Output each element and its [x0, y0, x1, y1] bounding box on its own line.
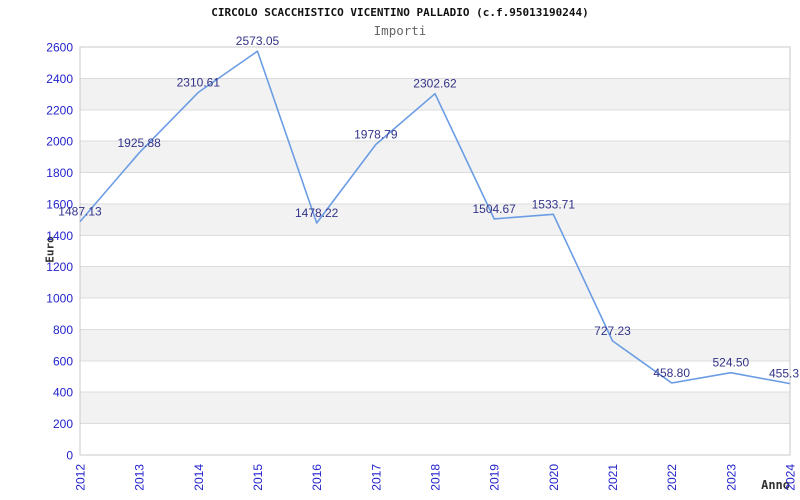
chart-subtitle: Importi — [373, 23, 427, 38]
x-tick-label: 2015 — [251, 464, 265, 491]
point-value-label: 1487.13 — [58, 205, 102, 219]
point-value-label: 1533.71 — [532, 197, 576, 211]
plot-band — [80, 266, 790, 299]
point-value-label: 2302.62 — [413, 77, 457, 91]
x-tick-label: 2024 — [784, 464, 798, 491]
x-tick-label: 2022 — [665, 464, 679, 491]
y-tick-label: 2200 — [46, 103, 73, 117]
point-value-label: 458.80 — [653, 366, 690, 380]
x-tick-label: 2023 — [724, 464, 738, 491]
y-tick-label: 600 — [53, 354, 73, 368]
plot-band — [80, 329, 790, 361]
point-value-label: 727.23 — [594, 324, 631, 338]
point-value-label: 1504.67 — [472, 202, 516, 216]
y-tick-label: 200 — [53, 417, 73, 431]
x-tick-label: 2012 — [74, 464, 88, 491]
y-tick-label: 2000 — [46, 135, 73, 149]
plot-border — [79, 46, 791, 456]
point-value-label: 1925.88 — [117, 136, 161, 150]
y-tick-label: 1000 — [46, 292, 73, 306]
y-tick-label: 2400 — [46, 72, 73, 86]
y-tick-label: 1400 — [46, 229, 73, 243]
x-tick-label: 2020 — [547, 464, 561, 491]
x-tick-label: 2019 — [488, 464, 502, 491]
y-tick-label: 400 — [53, 386, 73, 400]
plot-band — [80, 203, 790, 236]
point-value-label: 2310.61 — [177, 75, 221, 89]
y-tick-label: 1600 — [46, 197, 73, 211]
x-axis-title: Anno — [761, 478, 790, 492]
x-tick-label: 2013 — [133, 464, 147, 491]
y-tick-label: 0 — [66, 449, 73, 463]
y-tick-label: 1200 — [46, 260, 73, 274]
x-tick-label: 2014 — [192, 464, 206, 491]
x-tick-label: 2016 — [310, 464, 324, 491]
point-value-label: 524.50 — [712, 356, 749, 370]
x-tick-label: 2021 — [606, 464, 620, 491]
point-value-label: 455.3 — [769, 367, 799, 381]
point-value-label: 2573.05 — [236, 34, 280, 48]
y-tick-label: 2600 — [46, 41, 73, 55]
x-tick-label: 2018 — [429, 464, 443, 491]
point-value-label: 1478.22 — [295, 206, 339, 220]
y-tick-label: 800 — [53, 323, 73, 337]
x-tick-label: 2017 — [369, 464, 383, 491]
chart-title: CIRCOLO SCACCHISTICO VICENTINO PALLADIO … — [211, 6, 589, 19]
point-value-label: 1978.79 — [354, 127, 398, 141]
plot-band — [80, 392, 790, 424]
y-tick-label: 1800 — [46, 166, 73, 180]
plot-band — [80, 141, 790, 173]
data-line — [79, 50, 791, 385]
